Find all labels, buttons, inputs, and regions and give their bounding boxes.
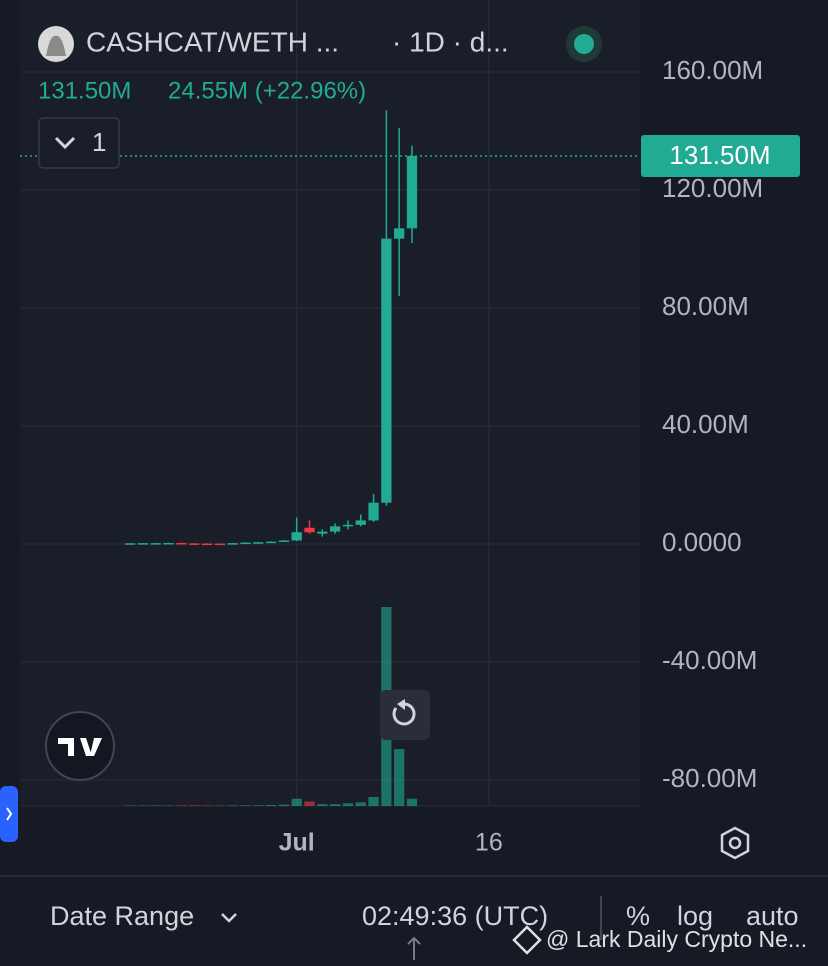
volume-bar <box>394 749 405 806</box>
indicator-toggle[interactable] <box>38 117 120 169</box>
candle-body <box>227 543 238 545</box>
indicator-count: 1 <box>92 127 106 157</box>
last-price-tag <box>641 135 800 178</box>
candle-body <box>304 527 315 533</box>
y-tick-label: 80.00M <box>662 291 749 321</box>
candle-body <box>253 542 264 544</box>
volume-bar <box>176 805 187 806</box>
status-dot <box>574 34 594 54</box>
y-tick-label: 0.0000 <box>662 527 742 557</box>
candle-body <box>317 531 328 534</box>
plot-area <box>20 0 640 806</box>
overlay: 131.50M <box>20 135 800 178</box>
candle-body <box>201 543 213 546</box>
candle-body <box>163 542 174 545</box>
y-tick-label: 40.00M <box>662 409 749 439</box>
reset-button[interactable] <box>380 690 430 740</box>
volume-bar <box>150 805 161 806</box>
candle-body <box>368 502 379 521</box>
tv-logo-mark <box>58 738 102 756</box>
auto-toggle[interactable]: auto <box>746 901 799 931</box>
last-value: 131.50M <box>38 77 131 104</box>
volume-bar <box>291 798 302 806</box>
scroll-arrow <box>407 936 421 960</box>
volume-bar <box>265 805 277 806</box>
y-tick-label: -40.00M <box>662 645 757 675</box>
change-value: 24.55M (+22.96%) <box>168 77 366 104</box>
volume-bar <box>304 801 315 806</box>
candle-body <box>240 542 251 545</box>
y-tick-label: -80.00M <box>662 763 757 793</box>
candle-body <box>355 520 366 525</box>
grid <box>20 0 640 806</box>
candle-body <box>278 540 290 542</box>
volume-bar <box>330 804 341 806</box>
y-tick-label: 120.00M <box>662 173 763 203</box>
x-tick-label: Jul <box>279 829 315 857</box>
candle-body <box>125 543 136 545</box>
reset-icon <box>392 702 416 726</box>
candles <box>125 110 418 546</box>
interval: · 1D · d... <box>392 26 509 57</box>
watermark-icon <box>512 925 542 955</box>
volume-bar <box>317 804 328 806</box>
candle-body <box>137 543 149 545</box>
candle-body <box>214 543 225 546</box>
volume-bar <box>253 805 264 806</box>
candle-body <box>342 524 354 527</box>
candle-body <box>176 542 187 545</box>
candle-body <box>406 156 418 229</box>
reset-arrow <box>397 699 405 710</box>
candle-body <box>265 541 277 544</box>
date-range-chevron <box>221 913 237 923</box>
candle-body <box>381 238 392 503</box>
volume-bar <box>368 796 379 806</box>
volume-bar <box>278 804 290 806</box>
side-tab-icon <box>6 807 13 821</box>
candle-body <box>330 526 341 532</box>
volume-bar <box>342 803 354 806</box>
percent-toggle[interactable]: % <box>626 901 650 931</box>
x-tick-label: 16 <box>475 829 503 857</box>
chart-title: CASHCAT/WETH ... <box>86 26 339 57</box>
volume-bar <box>189 805 200 806</box>
clock: 02:49:36 (UTC) <box>362 901 548 931</box>
chevron-icon <box>54 136 76 150</box>
log-toggle[interactable]: log <box>677 901 713 931</box>
candle-body <box>189 543 200 545</box>
volume-bar <box>240 805 251 806</box>
candle-body <box>291 532 302 541</box>
candle-body <box>150 543 161 545</box>
candle-body <box>394 228 405 239</box>
token-icon-cat <box>46 35 66 56</box>
volume-bar <box>201 805 213 806</box>
last-price-label: 131.50M <box>669 140 770 170</box>
watermark: @ Lark Daily Crypto Ne... <box>546 926 807 952</box>
side-tab[interactable] <box>0 786 18 842</box>
volume-bar <box>355 802 366 806</box>
date-range[interactable]: Date Range <box>50 901 194 931</box>
settings-icon-center <box>728 836 742 850</box>
y-tick-label: 160.00M <box>662 55 763 85</box>
tv-logo[interactable] <box>45 711 115 781</box>
settings-icon[interactable] <box>720 826 750 860</box>
volume-bar <box>227 805 238 806</box>
volume-bar <box>406 798 418 806</box>
